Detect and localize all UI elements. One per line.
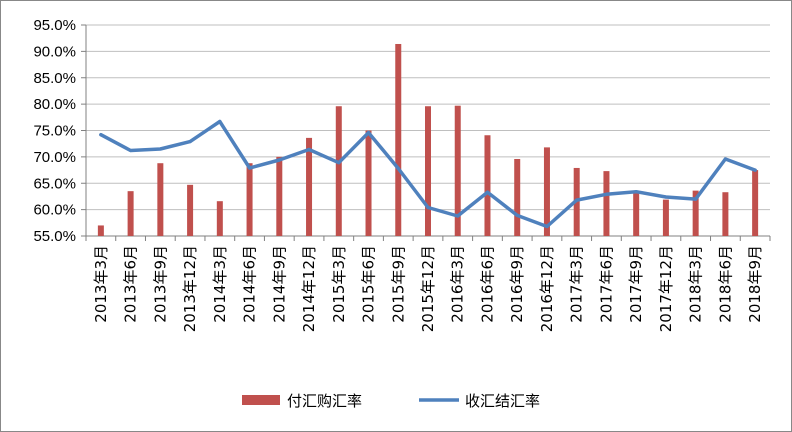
y-tick-label: 55.0% <box>33 228 76 245</box>
bar <box>514 158 521 236</box>
line-point <box>99 133 103 137</box>
line-point <box>307 147 311 152</box>
y-tick-label: 80.0% <box>33 96 76 113</box>
line-series-settlement-rate <box>99 119 757 229</box>
x-tick-label: 2017年6月 <box>597 245 615 323</box>
line-point <box>129 148 133 153</box>
bar <box>187 184 194 236</box>
y-axis-tick-labels: 55.0% 60.0% 65.0% 70.0% 75.0% 80.0% 85.0% 90.0%… <box>33 17 76 245</box>
x-tick-label: 2016年12月 <box>538 245 556 332</box>
bar <box>246 163 253 236</box>
x-tick-label: 2013年9月 <box>151 245 169 323</box>
x-tick-label: 2018年9月 <box>746 245 764 323</box>
legend-label-settlement-rate: 收汇结汇率 <box>465 392 540 410</box>
x-axis-tick-labels: 2013年3月 2013年6月 2013年9月 2013年12月 2014年3月 2014… <box>92 245 764 332</box>
line-point <box>426 205 430 210</box>
line-point <box>247 166 252 170</box>
bar <box>425 106 431 236</box>
line-point <box>515 213 519 218</box>
line-point <box>545 224 549 229</box>
line-point <box>694 197 698 201</box>
bar-series-purchase-rate <box>97 43 759 237</box>
bar <box>216 201 223 236</box>
x-tick-label: 2015年6月 <box>360 245 378 323</box>
line-point <box>634 190 638 194</box>
bar <box>484 135 491 236</box>
line-point <box>456 214 460 218</box>
x-tick-label: 2017年3月 <box>568 245 586 323</box>
line-point <box>664 195 668 199</box>
x-tick-label: 2013年3月 <box>92 245 110 323</box>
bar <box>97 225 104 236</box>
x-tick-label: 2016年9月 <box>508 245 526 323</box>
x-tick-label: 2014年12月 <box>300 245 318 332</box>
x-tick-label: 2013年12月 <box>181 245 199 332</box>
line-point <box>604 192 609 196</box>
line-point <box>337 161 341 165</box>
line-point <box>277 158 281 162</box>
y-tick-label: 90.0% <box>33 43 76 60</box>
x-tick-label: 2017年12月 <box>657 245 675 332</box>
x-tick-label: 2013年6月 <box>122 245 140 323</box>
line-point <box>723 157 727 161</box>
bar <box>633 191 640 236</box>
x-tick-label: 2015年3月 <box>330 245 348 323</box>
bar <box>662 199 669 236</box>
y-tick-label: 75.0% <box>33 123 76 140</box>
legend: 付汇购汇率 收汇结汇率 <box>242 392 540 410</box>
y-tick-label: 60.0% <box>33 202 76 219</box>
bar <box>127 191 134 236</box>
y-tick-label: 65.0% <box>33 175 76 192</box>
line-point <box>396 166 400 171</box>
bar <box>395 43 402 236</box>
y-tick-label: 70.0% <box>33 149 76 166</box>
legend-swatch-purchase-rate <box>242 395 280 405</box>
bar <box>722 192 729 236</box>
bar <box>692 190 699 236</box>
y-tick-label: 85.0% <box>33 70 76 87</box>
x-tick-label: 2015年9月 <box>389 245 407 323</box>
bar <box>276 156 283 236</box>
bar <box>752 170 759 236</box>
bar <box>306 137 313 236</box>
line-point <box>575 198 579 202</box>
bar <box>335 106 342 236</box>
x-tick-label: 2016年6月 <box>478 245 496 323</box>
line-point <box>188 139 192 144</box>
line-point <box>218 119 222 124</box>
x-tick-label: 2015年12月 <box>419 245 437 332</box>
bar <box>157 163 164 236</box>
x-tick-label: 2014年9月 <box>270 245 288 323</box>
x-tick-label: 2016年3月 <box>449 245 467 323</box>
bar <box>543 147 550 236</box>
bar <box>365 130 372 236</box>
line-point <box>753 168 757 172</box>
bar <box>603 171 610 236</box>
x-tick-label: 2018年6月 <box>716 245 734 323</box>
line-point <box>366 131 371 135</box>
line-point <box>485 190 490 194</box>
x-tick-label: 2017年9月 <box>627 245 645 323</box>
x-tick-label: 2018年3月 <box>687 245 705 323</box>
line-point <box>158 147 162 151</box>
bar <box>454 105 461 237</box>
y-tick-label: 95.0% <box>33 17 76 34</box>
x-tick-label: 2014年3月 <box>211 245 229 323</box>
legend-label-purchase-rate: 付汇购汇率 <box>287 392 362 410</box>
x-tick-label: 2014年6月 <box>241 245 259 323</box>
